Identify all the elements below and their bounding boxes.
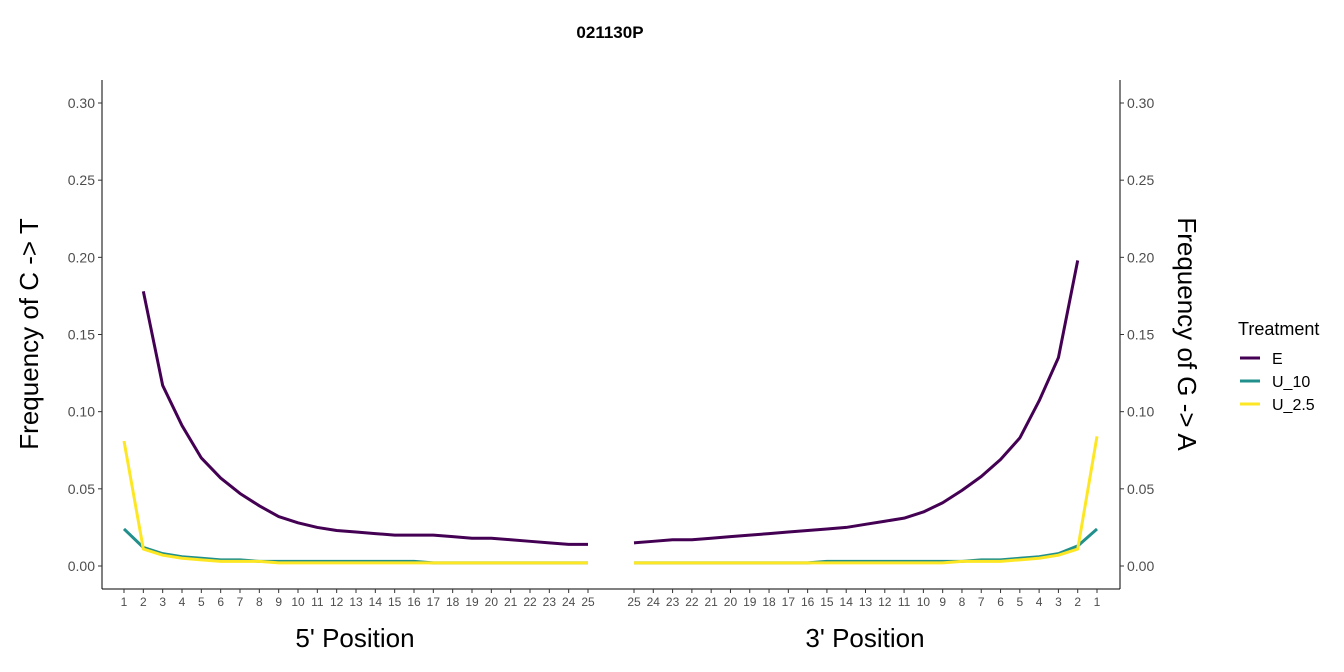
y-left-tick-label: 0.20 xyxy=(68,249,95,265)
y-right-tick-label: 0.30 xyxy=(1127,95,1154,111)
x-tick-label: 9 xyxy=(275,595,282,609)
y-left-axis-label: Frequency of C -> T xyxy=(14,218,44,450)
legend-label-u-2-5: U_2.5 xyxy=(1272,397,1315,414)
x-tick-label: 8 xyxy=(959,595,966,609)
series-line-e-5prime xyxy=(141,290,588,546)
y-left-tick-label: 0.30 xyxy=(68,95,95,111)
y-left-tick-label: 0.00 xyxy=(68,558,95,574)
x-tick-label: 6 xyxy=(997,595,1004,609)
x-tick-label: 5 xyxy=(198,595,205,609)
x-tick-label: 14 xyxy=(369,595,383,609)
x-tick-label: 19 xyxy=(743,595,757,609)
y-right-tick-label: 0.00 xyxy=(1127,558,1154,574)
x-tick-label: 15 xyxy=(388,595,402,609)
x-tick-label: 11 xyxy=(898,595,911,609)
legend-title: Treatment xyxy=(1238,319,1319,339)
x-tick-label: 21 xyxy=(504,595,518,609)
x-tick-label: 4 xyxy=(179,595,186,609)
x-tick-label: 7 xyxy=(237,595,244,609)
series-lines-layer xyxy=(122,260,1099,565)
x-tick-label: 5 xyxy=(1016,595,1023,609)
x-tick-label: 12 xyxy=(330,595,344,609)
x-tick-label: 3 xyxy=(1055,595,1062,609)
x-tick-label: 23 xyxy=(543,595,557,609)
x-tick-label: 16 xyxy=(801,595,815,609)
y-right-tick-label: 0.15 xyxy=(1127,327,1154,343)
x-tick-label: 7 xyxy=(978,595,985,609)
series-line-u-2-5-5prime xyxy=(122,440,588,565)
x-tick-label: 24 xyxy=(647,595,661,609)
x-axis-label-3prime: 3' Position xyxy=(805,623,924,653)
y-right-tick-label: 0.20 xyxy=(1127,249,1154,265)
x-tick-label: 11 xyxy=(311,595,324,609)
x-tick-label: 1 xyxy=(121,595,128,609)
x-tick-label: 3 xyxy=(159,595,166,609)
y-left-tick-label: 0.25 xyxy=(68,172,95,188)
x-tick-label: 18 xyxy=(446,595,460,609)
series-line-e-3prime xyxy=(633,260,1080,545)
legend-label-e: E xyxy=(1272,351,1283,368)
x-axis-label-5prime: 5' Position xyxy=(295,623,414,653)
chart-title: 021130P xyxy=(576,23,643,42)
x-tick-label: 2 xyxy=(1074,595,1081,609)
x-tick-label: 23 xyxy=(666,595,680,609)
legend: Treatment E U_10 U_2.5 xyxy=(1238,319,1319,414)
y-right-tick-label: 0.25 xyxy=(1127,172,1154,188)
x-tick-label: 20 xyxy=(485,595,499,609)
x-tick-label: 9 xyxy=(939,595,946,609)
y-left-tick-label: 0.10 xyxy=(68,404,95,420)
x-tick-label: 17 xyxy=(427,595,441,609)
x-tick-label: 18 xyxy=(762,595,776,609)
series-line-u-2-5-3prime xyxy=(634,436,1099,565)
y-right-axis-label: Frequency of G -> A xyxy=(1172,217,1202,451)
x-tick-label: 10 xyxy=(917,595,931,609)
x-tick-label: 12 xyxy=(878,595,892,609)
x-tick-label: 2 xyxy=(140,595,147,609)
x-tick-label: 6 xyxy=(217,595,224,609)
x-tick-label: 20 xyxy=(724,595,738,609)
y-right-tick-label: 0.05 xyxy=(1127,481,1154,497)
x-tick-label: 25 xyxy=(581,595,595,609)
x-tick-label: 17 xyxy=(782,595,796,609)
y-right-tick-label: 0.10 xyxy=(1127,404,1154,420)
x-tick-label: 22 xyxy=(523,595,537,609)
x-tick-label: 8 xyxy=(256,595,263,609)
x-tick-label: 15 xyxy=(820,595,834,609)
x-tick-label: 10 xyxy=(291,595,305,609)
y-left-tick-label: 0.05 xyxy=(68,481,95,497)
x-tick-label: 22 xyxy=(685,595,699,609)
x-tick-label: 13 xyxy=(349,595,363,609)
x-tick-label: 19 xyxy=(465,595,479,609)
x-tick-label: 14 xyxy=(840,595,854,609)
axes-layer: 0.00 0.00 0.05 0.05 0.10 0.10 0.15 0.15 0.20 0.20… xyxy=(68,80,1154,609)
x-tick-label: 4 xyxy=(1036,595,1043,609)
x-tick-label: 25 xyxy=(627,595,641,609)
x-tick-label: 13 xyxy=(859,595,873,609)
y-left-tick-label: 0.15 xyxy=(68,327,95,343)
x-tick-label: 24 xyxy=(562,595,576,609)
x-tick-label: 21 xyxy=(704,595,718,609)
x-tick-label: 16 xyxy=(407,595,421,609)
x-tick-label: 1 xyxy=(1094,595,1101,609)
legend-label-u-10: U_10 xyxy=(1272,374,1310,391)
